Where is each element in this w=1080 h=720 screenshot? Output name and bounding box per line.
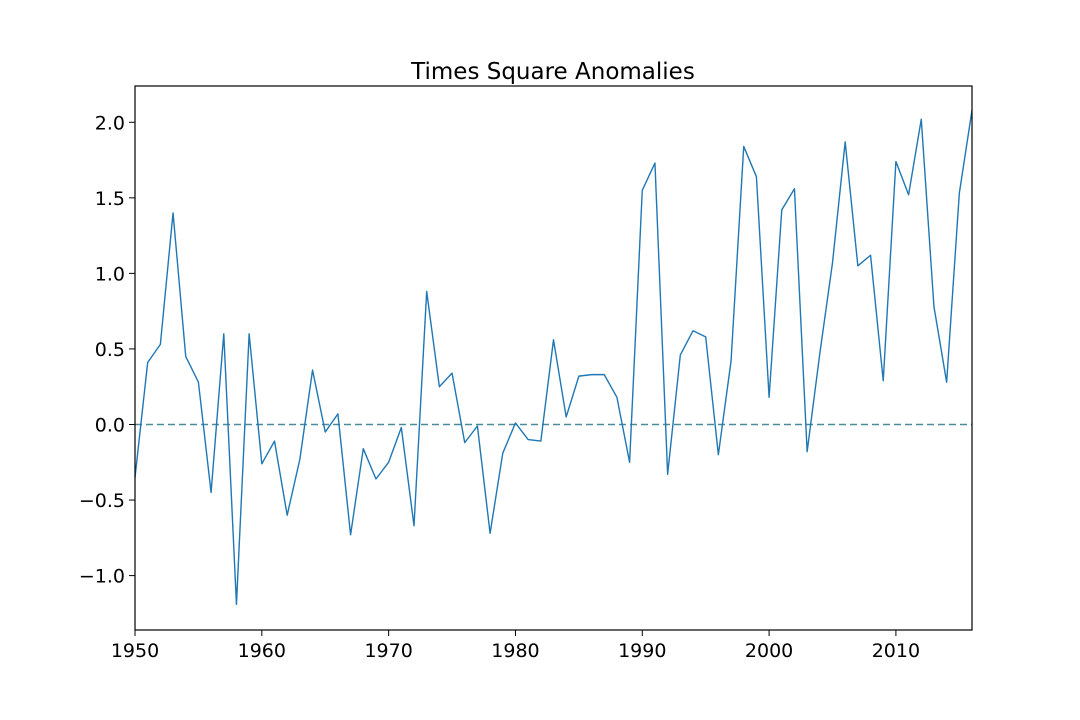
x-tick-label: 2000 (745, 640, 793, 662)
series-line (134, 110, 973, 606)
y-tick-label: −1.0 (79, 566, 125, 588)
x-tick-label: 1960 (238, 640, 286, 662)
y-tick-label: 0.5 (95, 339, 125, 361)
y-tick-label: 2.0 (95, 112, 125, 134)
plot-area-frame (134, 85, 973, 631)
series-layer (134, 110, 973, 606)
x-axis-ticks: 1950 1960 1970 1980 1990 2000 2010 (111, 630, 920, 662)
x-tick-label: 2010 (872, 640, 920, 662)
x-tick-label: 1990 (618, 640, 666, 662)
y-tick-label: −0.5 (79, 490, 125, 512)
y-tick-label: 1.0 (95, 263, 125, 285)
x-tick-label: 1950 (111, 640, 159, 662)
y-tick-label: 0.0 (95, 414, 125, 436)
y-tick-label: 1.5 (95, 188, 125, 210)
x-tick-label: 1980 (491, 640, 539, 662)
chart-title: Times Square Anomalies (410, 59, 695, 85)
y-axis-ticks: −1.0 −0.5 0.0 0.5 1.0 1.5 2.0 (79, 112, 135, 588)
x-tick-label: 1970 (364, 640, 412, 662)
